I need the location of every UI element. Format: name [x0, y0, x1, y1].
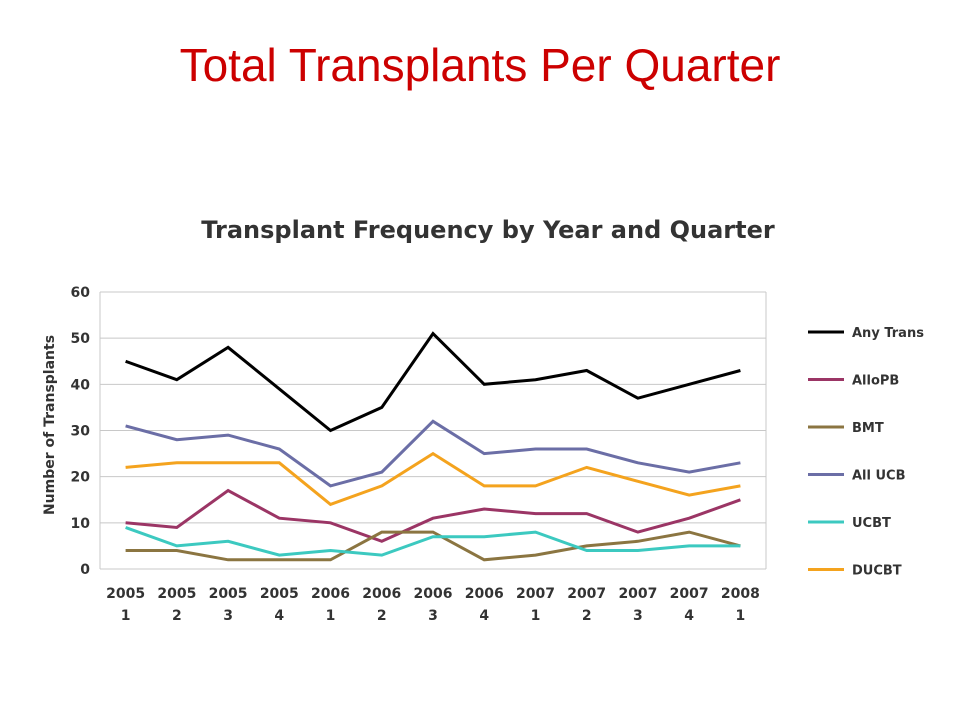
- series-lines: [125, 331, 741, 562]
- legend-item: BMT: [808, 421, 884, 436]
- grid-lines: [99, 291, 767, 570]
- x-tick-quarter: 4: [479, 608, 489, 624]
- y-tick-label: 50: [71, 331, 91, 347]
- series-line-all-ucb: [125, 419, 741, 488]
- legend-item: Any Trans: [808, 326, 924, 341]
- series-line-allopb: [125, 488, 741, 543]
- y-tick-label: 40: [71, 377, 91, 393]
- x-tick-year: 2005: [260, 586, 299, 602]
- series-line-ducbt: [125, 451, 741, 507]
- legend-label: DUCBT: [852, 564, 902, 579]
- legend-item: AlloPB: [808, 374, 899, 389]
- legend-label: All UCB: [852, 469, 906, 484]
- x-tick-quarter: 1: [121, 608, 131, 624]
- slide-title: Total Transplants Per Quarter: [179, 39, 781, 91]
- x-tick-quarter: 2: [172, 608, 182, 624]
- legend-item: DUCBT: [808, 564, 902, 579]
- x-tick-quarter: 4: [274, 608, 284, 624]
- y-tick-label: 10: [71, 516, 91, 532]
- legend-label: BMT: [852, 421, 884, 436]
- legend: Any Trans AlloPB BMT All UCB UCBT DUCBT: [808, 326, 924, 579]
- x-tick-year: 2007: [567, 586, 606, 602]
- x-tick-year: 2006: [465, 586, 504, 602]
- x-tick-year: 2006: [311, 586, 350, 602]
- x-tick-quarter: 2: [582, 608, 592, 624]
- x-tick-year: 2008: [721, 586, 760, 602]
- series-line-ucbt: [125, 526, 741, 557]
- legend-label: Any Trans: [852, 326, 924, 341]
- x-tick-year: 2007: [618, 586, 657, 602]
- x-tick-labels: 2005 1 2005 2 2005 3 2005 4 2006 1 2006 2 2006 3 2006 4…: [106, 586, 760, 624]
- x-tick-quarter: 3: [428, 608, 438, 624]
- y-tick-label: 0: [80, 562, 90, 578]
- x-tick-quarter: 3: [223, 608, 233, 624]
- x-tick-year: 2007: [516, 586, 555, 602]
- x-tick-quarter: 1: [736, 608, 746, 624]
- y-tick-label: 20: [71, 470, 91, 486]
- y-tick-label: 30: [71, 424, 91, 440]
- x-tick-quarter: 1: [326, 608, 336, 624]
- x-tick-year: 2006: [414, 586, 453, 602]
- y-axis-label: Number of Transplants: [42, 335, 58, 515]
- series-line-bmt: [125, 530, 741, 562]
- x-tick-quarter: 4: [684, 608, 694, 624]
- y-tick-label: 60: [71, 285, 91, 301]
- x-tick-quarter: 2: [377, 608, 387, 624]
- legend-label: AlloPB: [852, 374, 899, 389]
- legend-item: All UCB: [808, 469, 906, 484]
- x-tick-year: 2005: [106, 586, 145, 602]
- x-tick-year: 2007: [670, 586, 709, 602]
- x-tick-year: 2005: [209, 586, 248, 602]
- x-tick-year: 2006: [362, 586, 401, 602]
- x-tick-year: 2005: [157, 586, 196, 602]
- series-line-any-trans: [125, 331, 741, 433]
- legend-item: UCBT: [808, 516, 891, 531]
- legend-label: UCBT: [852, 516, 891, 531]
- x-tick-quarter: 3: [633, 608, 643, 624]
- y-tick-labels: 0 10 20 30 40 50 60: [71, 285, 91, 578]
- chart-title: Transplant Frequency by Year and Quarter: [201, 216, 775, 244]
- x-tick-quarter: 1: [531, 608, 541, 624]
